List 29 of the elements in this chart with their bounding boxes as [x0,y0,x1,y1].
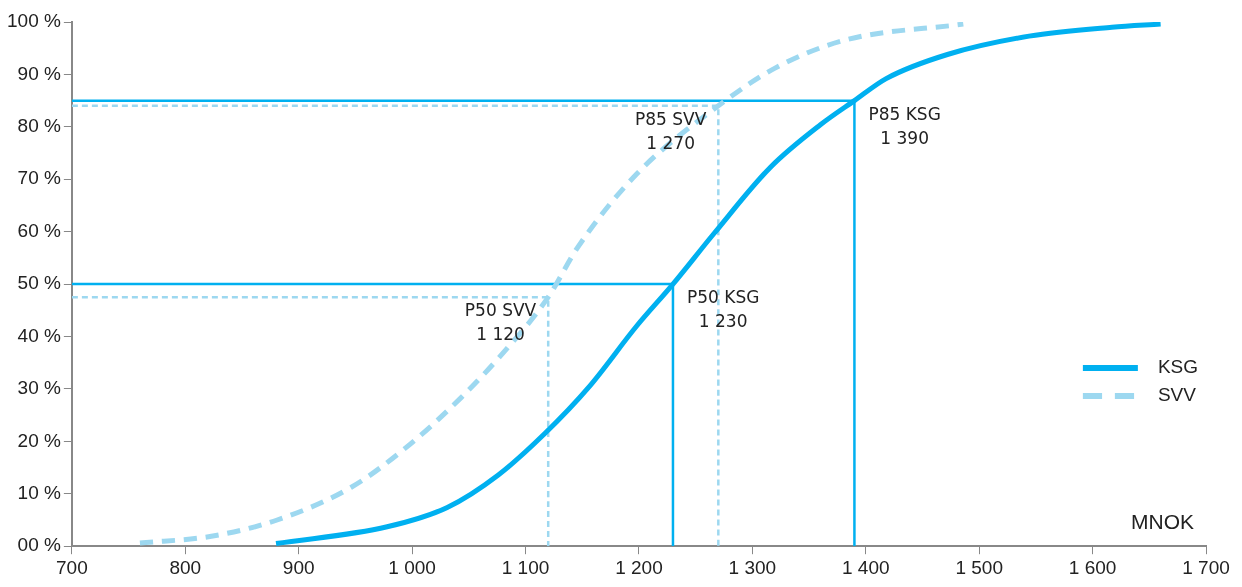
legend-label: KSG [1157,356,1198,378]
annotation: P85 KSG 1 390 [868,103,941,148]
y-tick-label: 60 % [17,219,61,241]
annotation: P85 SVV 1 270 [634,108,707,153]
y-tick-label: 70 % [17,167,61,189]
y-tick-label: 40 % [17,324,61,346]
x-tick-label: 1 400 [841,556,890,578]
y-tick-label: 80 % [17,115,61,137]
y-tick-label: 50 % [17,272,61,294]
x-tick-label: 1 300 [728,556,777,578]
x-tick-label: 1 000 [388,556,436,578]
y-tick-label: 90 % [17,62,61,84]
y-tick-label: 00 % [17,534,61,556]
x-tick-label: 1 500 [955,556,1003,578]
x-tick-label: 1 100 [501,556,550,578]
annotation: P50 KSG 1 230 [686,287,760,332]
x-tick-label: 1 200 [615,556,663,578]
y-tick-label: 20 % [17,429,61,451]
x-tick-label: 700 [56,556,88,578]
x-tick-label: 1 700 [1182,556,1230,578]
y-tick-label: 10 % [17,482,61,504]
x-tick-label: 1 600 [1068,556,1117,578]
x-tick-label: 900 [282,556,315,578]
annotation: P50 SVV 1 120 [464,300,537,345]
y-tick-label: 100 % [7,10,61,32]
y-tick-label: 30 % [17,377,61,399]
x-tick-label: 800 [169,556,202,578]
x-axis-title: MNOK [1131,510,1194,534]
legend-label: SVV [1157,384,1197,406]
